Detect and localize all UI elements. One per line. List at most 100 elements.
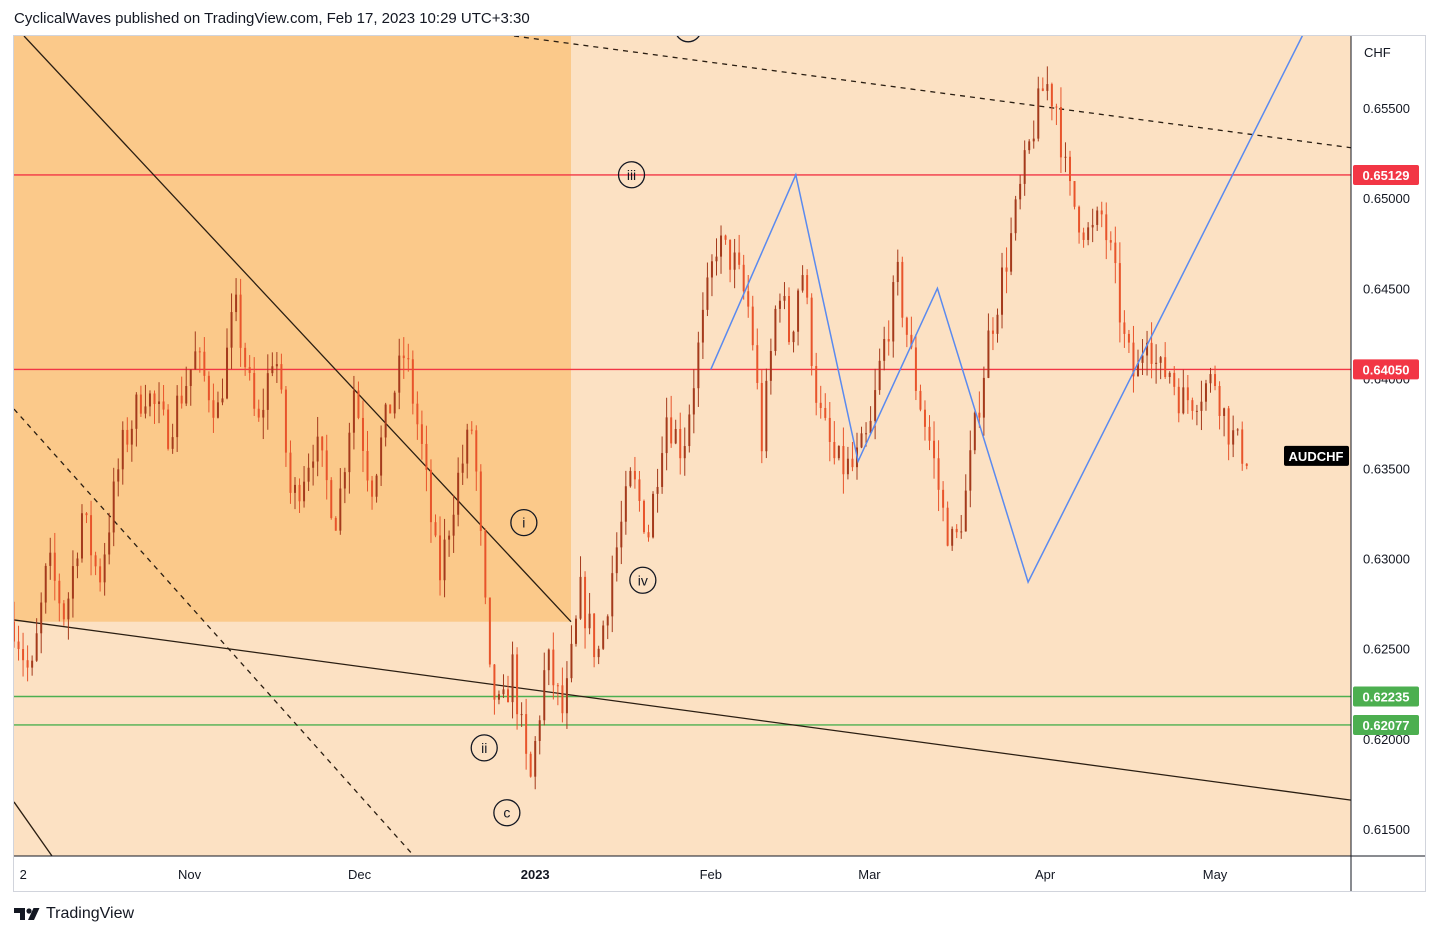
- candle-body: [475, 430, 478, 472]
- wave-label: ii: [481, 740, 487, 756]
- horizontal-levels: [14, 174, 1351, 726]
- candle-body: [162, 401, 165, 410]
- candle-body: [1141, 355, 1144, 363]
- time-tick-label: 2: [20, 867, 27, 882]
- candle-body: [1014, 199, 1017, 234]
- candle-body: [1073, 181, 1076, 207]
- projection: [710, 36, 1304, 585]
- candle-body: [1091, 224, 1094, 228]
- candle-body: [1028, 141, 1031, 151]
- candle-body: [534, 740, 537, 777]
- time-tick-label: 2023: [521, 867, 550, 882]
- candle-body: [883, 339, 886, 361]
- price-tick-label: 0.62000: [1363, 732, 1410, 747]
- candle-body: [1173, 372, 1176, 387]
- candle-body: [1164, 357, 1167, 377]
- candle-body: [774, 308, 777, 352]
- candle-body: [357, 390, 360, 418]
- wave-label-circle: [676, 36, 700, 43]
- candle-body: [1100, 210, 1103, 215]
- candle-body: [507, 689, 510, 703]
- candle-body: [484, 530, 487, 598]
- candle-body: [597, 648, 600, 658]
- candle-body: [284, 389, 287, 453]
- candle-body: [67, 598, 70, 620]
- candle-body: [1159, 357, 1162, 363]
- candle-body: [303, 481, 306, 502]
- candle-body: [638, 479, 641, 501]
- candle-body: [167, 409, 170, 449]
- candle-body: [1218, 386, 1221, 416]
- candle-body: [189, 369, 192, 387]
- candle-body: [1241, 429, 1244, 464]
- chart-canvas[interactable]: ciiiiiiivv CHF 0.655000.650000.645000.64…: [14, 36, 1425, 891]
- candle-body: [121, 429, 124, 470]
- candle-body: [584, 576, 587, 629]
- candle-body: [928, 426, 931, 441]
- candle-body: [570, 643, 573, 679]
- candle-body: [85, 513, 88, 516]
- candle-body: [982, 377, 985, 418]
- candle-body: [398, 355, 401, 393]
- candle-body: [1078, 206, 1081, 233]
- price-tick-label: 0.63500: [1363, 462, 1410, 477]
- candle-body: [624, 486, 627, 522]
- candle-body: [280, 364, 283, 390]
- candle-body: [901, 261, 904, 318]
- candle-body: [148, 393, 151, 407]
- candle-body: [923, 409, 926, 427]
- brand-footer[interactable]: TradingView: [14, 905, 134, 923]
- candle-body: [1204, 383, 1207, 402]
- candle-body: [176, 395, 179, 438]
- candle-body: [212, 400, 215, 418]
- candle-body: [275, 364, 278, 367]
- candle-body: [289, 452, 292, 493]
- candle-body: [348, 432, 351, 473]
- candle-body: [361, 417, 364, 451]
- wave-label-circle: [617, 161, 646, 189]
- candle-body: [556, 685, 559, 687]
- time-tick-label: Dec: [348, 867, 372, 882]
- candle-body: [833, 441, 836, 459]
- wave-label: i: [522, 515, 525, 531]
- wave-labels: ciiiiiiivv: [470, 36, 700, 827]
- chart-pane[interactable]: ciiiiiiivv CHF 0.655000.650000.645000.64…: [13, 35, 1426, 892]
- candle-body: [914, 347, 917, 391]
- candle-body: [1118, 263, 1121, 323]
- candle-body: [647, 532, 650, 538]
- candle-body: [661, 453, 664, 487]
- candle-body: [448, 535, 451, 540]
- candle-body: [466, 429, 469, 464]
- candle-body: [842, 446, 845, 475]
- candle-body: [806, 275, 809, 298]
- candle-body: [1096, 210, 1099, 225]
- candle-body: [710, 261, 713, 278]
- wave-label-circle: [510, 508, 538, 537]
- candle-body: [239, 294, 242, 348]
- candle-body: [99, 566, 102, 583]
- candle-body: [1123, 322, 1126, 334]
- candle-body: [1191, 400, 1194, 411]
- candle-body: [117, 469, 120, 482]
- candle-body: [706, 277, 709, 310]
- candle-body: [1127, 333, 1130, 343]
- time-axis[interactable]: 2 Nov Dec 2023 Feb Mar Apr May: [20, 867, 1228, 882]
- price-tag-label: 0.62235: [1363, 690, 1410, 705]
- candle-body: [44, 565, 47, 603]
- price-tag-label: 0.64050: [1363, 362, 1410, 377]
- candle-body: [819, 402, 822, 408]
- candle-body: [40, 602, 43, 634]
- candle-body: [371, 480, 374, 497]
- candle-body: [203, 351, 206, 376]
- candle-body: [1177, 386, 1180, 414]
- candle-body: [312, 461, 315, 468]
- candle-body: [828, 417, 831, 442]
- price-tick-label: 0.65500: [1363, 101, 1410, 116]
- candle-body: [76, 558, 79, 567]
- wave-label: iii: [627, 167, 636, 183]
- candle-body: [960, 531, 963, 533]
- candle-body: [769, 351, 772, 381]
- candle-body: [688, 414, 691, 447]
- candle-body: [1245, 463, 1248, 466]
- candle-body: [991, 330, 994, 334]
